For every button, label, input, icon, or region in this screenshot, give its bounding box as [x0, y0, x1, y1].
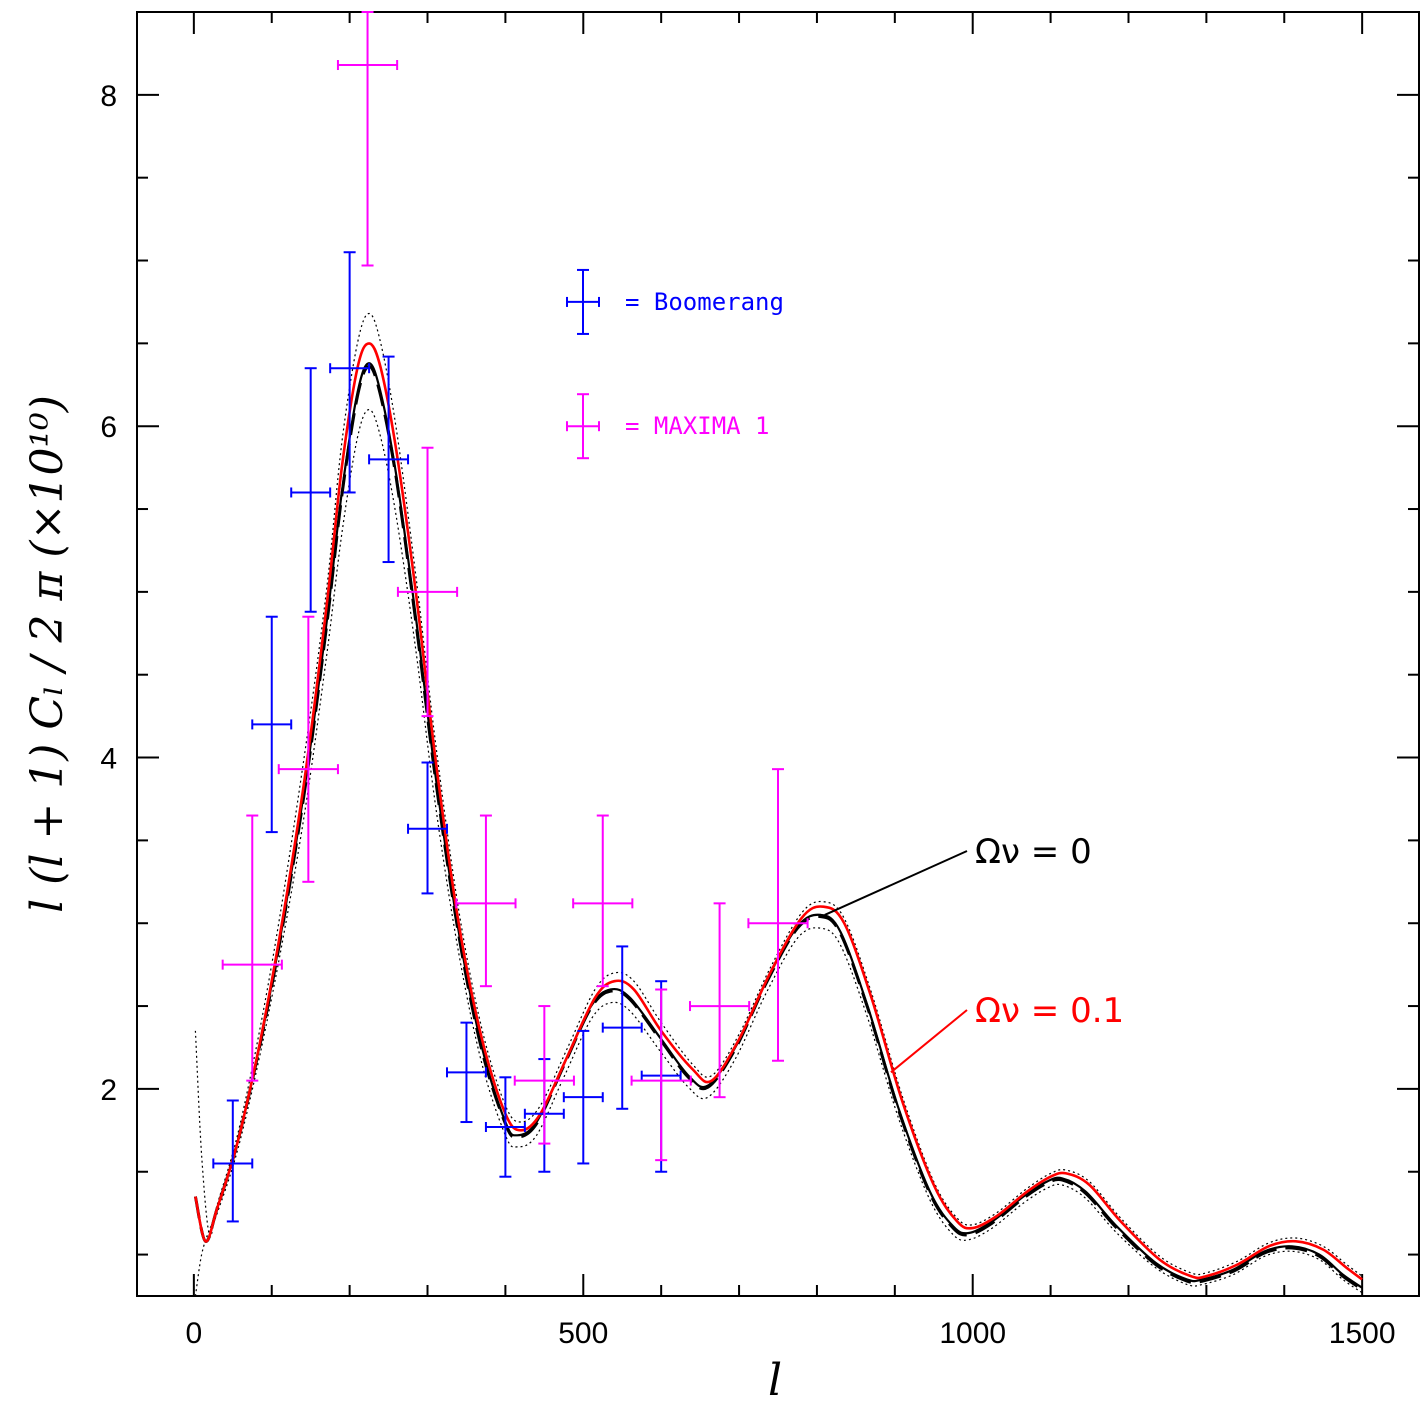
- annotation-pointer: [890, 1009, 968, 1074]
- y-tick-label: 6: [100, 411, 117, 444]
- errorbar-point: [513, 1005, 575, 1145]
- errorbar-point: [562, 1029, 604, 1165]
- errorbar-point: [747, 768, 809, 1062]
- errorbar-point: [572, 814, 634, 988]
- x-tick-label: 0: [186, 1317, 203, 1350]
- annotation-label: Ων = 0.1: [975, 991, 1124, 1031]
- annotation-label: Ων = 0: [975, 832, 1092, 872]
- legend-entry: = MAXIMA 1: [566, 393, 770, 460]
- errorbar-point: [455, 814, 517, 988]
- errorbar-point: [407, 761, 448, 895]
- annotation-pointer: [824, 850, 968, 916]
- x-tick-label: 1500: [1329, 1317, 1396, 1350]
- axis-ticks: 0 500 1000 1500 2 4 6 8: [100, 11, 1419, 1350]
- errorbar-point: [221, 814, 283, 1082]
- errorbar-point: [445, 1021, 487, 1124]
- y-tick-label: 2: [100, 1074, 117, 1107]
- errorbar-point: [290, 367, 332, 613]
- errorbar-point: [251, 615, 293, 834]
- annotation: Ων = 0.1: [890, 991, 1124, 1074]
- legend-label: = MAXIMA 1: [625, 412, 770, 440]
- series-line-dotted-black: [194, 408, 1363, 1297]
- legend-label: = Boomerang: [625, 288, 784, 316]
- y-tick-label: 8: [100, 80, 117, 113]
- errorbar-point: [212, 1099, 254, 1223]
- errorbar-point: [484, 1076, 526, 1178]
- series-line-dotted-black: [194, 312, 1363, 1277]
- errorbar-point: [688, 902, 751, 1099]
- errorbar-point: [277, 615, 339, 883]
- x-tick-label: 500: [558, 1317, 608, 1350]
- legend-entry: = Boomerang: [566, 268, 784, 335]
- errorbar-point: [396, 446, 459, 718]
- errorbar-point: [601, 945, 643, 1110]
- annotation: Ων = 0: [824, 832, 1092, 916]
- curve-annotations: Ων = 0 Ων = 0.1: [824, 832, 1124, 1074]
- errorbar-point: [329, 251, 371, 494]
- plot-frame: [136, 11, 1420, 1297]
- errorbar-point: [630, 988, 692, 1162]
- x-tick-label: 1000: [939, 1317, 1006, 1350]
- data-errorbars: [212, 11, 809, 1223]
- y-axis-title: l (l + 1) Cₗ / 2 π (×10¹⁰): [22, 395, 73, 913]
- errorbar-point: [336, 11, 399, 267]
- errorbar-point: [368, 355, 410, 564]
- legend: = Boomerang = MAXIMA 1: [566, 268, 784, 460]
- x-axis-title: l: [768, 1355, 782, 1406]
- y-tick-label: 4: [100, 743, 117, 776]
